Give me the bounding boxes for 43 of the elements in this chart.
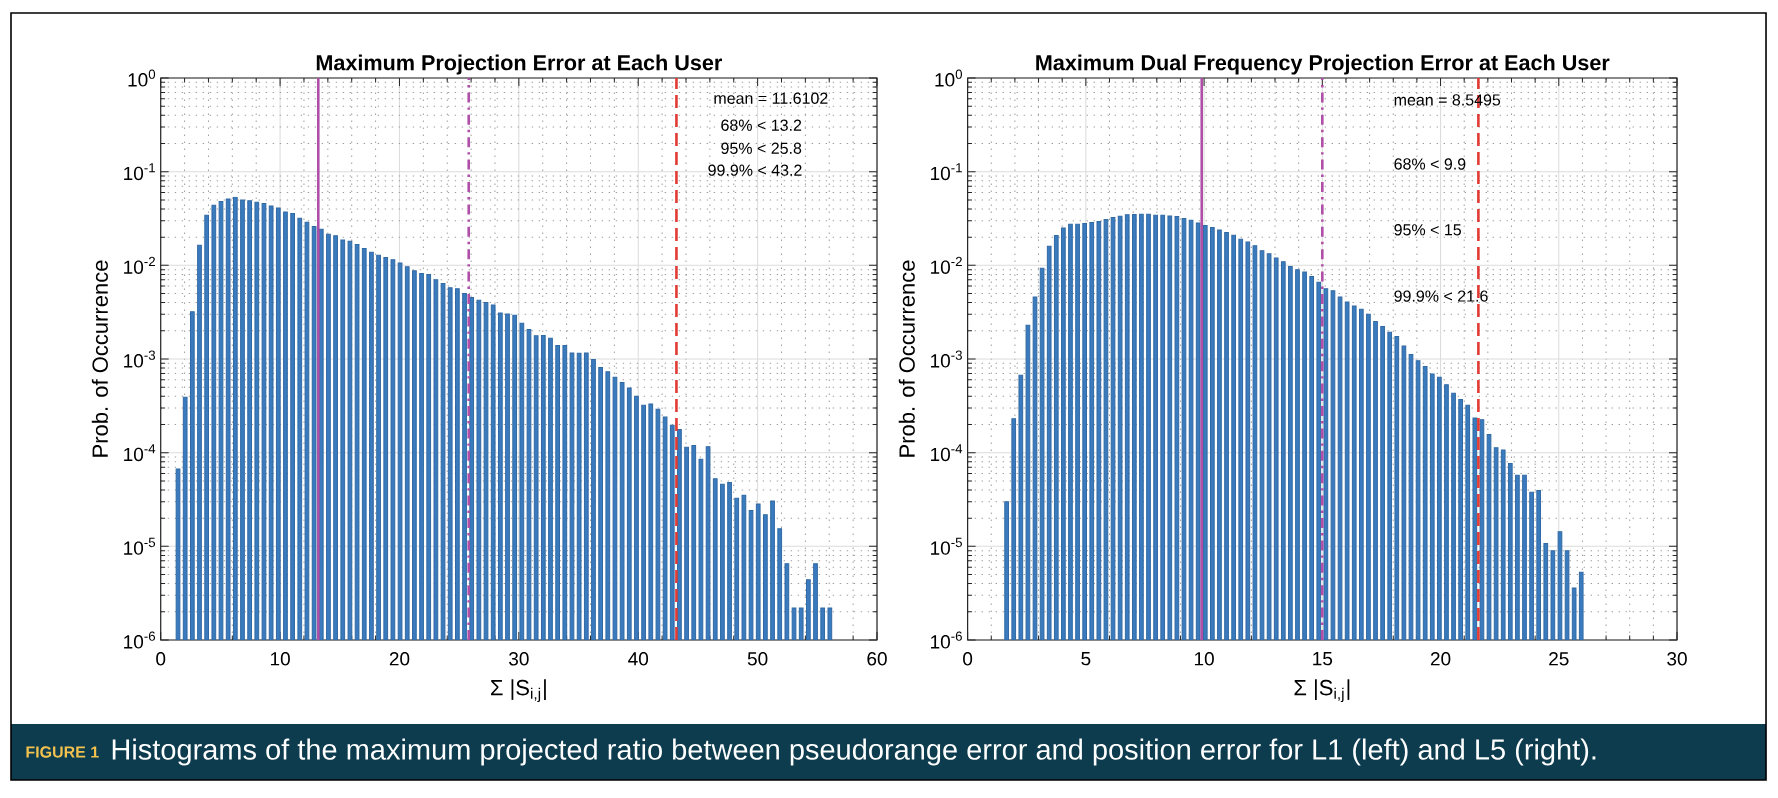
- annotation: 68% < 9.9: [1394, 158, 1466, 170]
- x-tick-label: 15: [1313, 652, 1333, 666]
- chart-title: Maximum Projection Error at Each User: [316, 54, 722, 75]
- x-tick-label: 40: [628, 652, 649, 666]
- annotation: 68% < 13.2: [721, 119, 802, 131]
- x-tick-label: 30: [509, 652, 529, 666]
- annotation: 95% < 15: [1394, 224, 1462, 236]
- caption: FIGURE 1: [26, 746, 99, 758]
- x-tick-label: 20: [1430, 652, 1451, 666]
- x-axis-title: Σ |S$_{i,j}$|: [1294, 679, 1350, 703]
- annotation: 99.9% < 21.6: [1394, 290, 1488, 302]
- annotation: 99.9% < 43.2: [708, 164, 802, 176]
- x-axis-title: Σ |S$_{i,j}$|: [491, 679, 546, 703]
- x-tick-label: 0: [156, 652, 166, 666]
- y-tick-label: 10$^{-1}$: [124, 163, 155, 181]
- y-tick-label: 10$^{-2}$: [931, 256, 962, 274]
- x-tick-label: 30: [1667, 652, 1687, 666]
- y-tick-label: 10$^{-5}$: [931, 537, 962, 555]
- x-tick-label: 60: [867, 652, 887, 666]
- x-tick-label: 50: [747, 652, 768, 666]
- y-axis-title: Prob. of Occurrence: [91, 260, 108, 457]
- y-tick-label: 10$^{-5}$: [124, 537, 156, 555]
- chart-title: Maximum Dual Frequency Projection Error at Each User: [1036, 54, 1610, 75]
- y-tick-label: 10$^{-3}$: [931, 350, 962, 368]
- x-tick-label: 20: [389, 652, 410, 666]
- y-tick-label: 10$^{-4}$: [124, 444, 156, 462]
- text: Histograms of the maximum projected ratio between pseudorange error and position error for L1 (left) and L5 (right).: [112, 738, 1596, 766]
- y-tick-label: 10$^{-1}$: [931, 163, 962, 181]
- y-tick-label: 10$^{-6}$: [124, 631, 156, 649]
- x-tick-label: 5: [1081, 652, 1091, 666]
- y-tick-label: 10$^{-4}$: [931, 444, 963, 462]
- y-tick-label: 10$^{0}$: [935, 69, 963, 87]
- y-tick-label: 10$^{-3}$: [124, 350, 156, 368]
- x-tick-label: 0: [963, 652, 973, 666]
- y-tick-label: 10$^{0}$: [128, 69, 156, 87]
- annotation: mean = 11.6102: [714, 92, 828, 104]
- x-tick-label: 10: [270, 652, 290, 666]
- y-tick-label: 10$^{-6}$: [931, 631, 962, 649]
- x-tick-label: 25: [1549, 652, 1569, 666]
- y-tick-label: 10$^{-2}$: [124, 256, 155, 274]
- y-axis-title: Prob. of Occurrence: [898, 260, 915, 457]
- x-tick-label: 10: [1194, 652, 1214, 666]
- annotation: 95% < 25.8: [721, 142, 802, 154]
